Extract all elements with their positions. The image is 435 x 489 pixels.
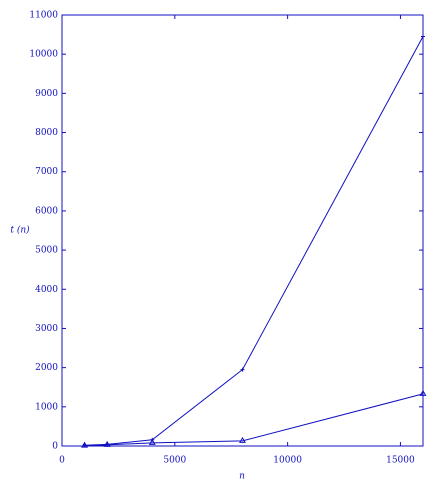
y-tick-label: 3000 bbox=[35, 324, 58, 334]
y-tick-label: 4000 bbox=[35, 285, 58, 295]
y-tick-label: 2000 bbox=[35, 363, 58, 373]
y-tick-label: 10000 bbox=[29, 50, 58, 60]
y-tick-label: 0 bbox=[52, 442, 58, 452]
y-tick-label: 8000 bbox=[35, 128, 58, 138]
point-marker bbox=[81, 441, 89, 448]
point-marker bbox=[240, 367, 245, 372]
point-marker bbox=[421, 34, 425, 39]
point-marker bbox=[148, 438, 156, 445]
point-marker bbox=[103, 440, 111, 447]
x-tick-label: 5000 bbox=[163, 456, 186, 466]
y-tick-label: 11000 bbox=[29, 11, 58, 21]
point-marker bbox=[239, 436, 246, 443]
series-line bbox=[84, 393, 424, 447]
x-axis-label: n bbox=[239, 472, 245, 482]
y-tick-label: 7000 bbox=[35, 167, 58, 177]
y-axis-label: t (n) bbox=[10, 225, 30, 236]
point-marker bbox=[419, 389, 427, 396]
x-tick-label: 0 bbox=[59, 456, 65, 466]
y-tick-label: 9000 bbox=[35, 89, 58, 99]
y-tick-label: 1000 bbox=[35, 402, 58, 412]
x-tick-label: 15000 bbox=[386, 456, 415, 466]
plot-frame bbox=[61, 14, 424, 447]
y-tick-label: 6000 bbox=[35, 206, 58, 216]
x-tick-label: 10000 bbox=[273, 456, 302, 466]
series-line bbox=[84, 36, 424, 446]
y-tick-label: 5000 bbox=[35, 246, 58, 256]
